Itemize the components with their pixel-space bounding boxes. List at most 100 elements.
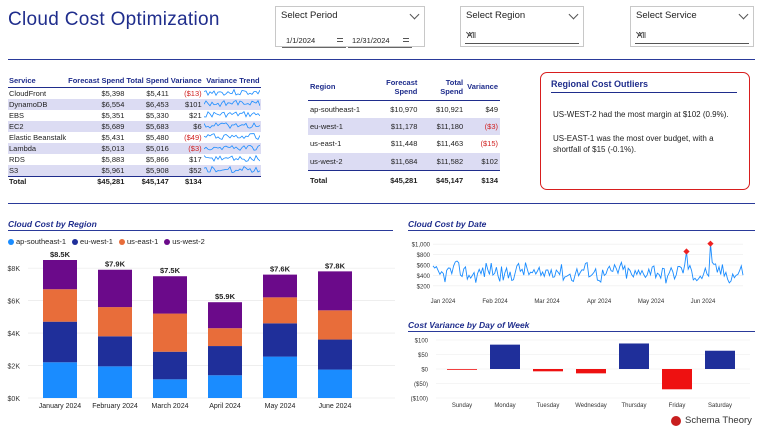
table-row[interactable]: eu-west-1 $11,178 $11,180 ($3) bbox=[308, 117, 500, 135]
legend-item[interactable]: eu-west-1 bbox=[72, 237, 113, 246]
column-header[interactable]: Total Spend bbox=[419, 74, 466, 101]
column-header[interactable]: Service bbox=[8, 74, 68, 88]
bar-segment-eu-west-1[interactable] bbox=[98, 336, 132, 367]
variance-bar[interactable] bbox=[619, 343, 649, 369]
service-dropdown[interactable]: All bbox=[635, 28, 749, 44]
period-slicer[interactable]: Select Period 1/1/2024 12/31/2024 bbox=[275, 6, 425, 48]
variance-sparkline bbox=[203, 144, 260, 151]
bar-segment-ap-southeast-1[interactable] bbox=[98, 366, 132, 398]
anomaly-marker[interactable] bbox=[707, 240, 714, 247]
region-dropdown[interactable]: All bbox=[465, 28, 579, 44]
region-slicer[interactable]: Select Region All bbox=[460, 6, 584, 47]
table-cell: $5,480 bbox=[145, 132, 169, 142]
y-tick-label: $50 bbox=[418, 353, 429, 359]
bar-segment-us-west-2[interactable] bbox=[43, 260, 77, 290]
variance-bar[interactable] bbox=[447, 369, 477, 370]
legend-item[interactable]: us-east-1 bbox=[118, 237, 159, 246]
column-header[interactable]: Variance Trend bbox=[202, 74, 261, 88]
region-chart-title: Cloud Cost by Region bbox=[8, 219, 97, 229]
bar-segment-us-east-1[interactable] bbox=[263, 297, 297, 324]
anomaly-marker[interactable] bbox=[683, 248, 690, 255]
column-header[interactable]: Region bbox=[308, 74, 364, 101]
calendar-icon[interactable] bbox=[403, 38, 409, 42]
end-date-input[interactable]: 12/31/2024 bbox=[348, 33, 412, 48]
x-tick-label: May 2024 bbox=[265, 403, 296, 410]
calendar-icon[interactable] bbox=[337, 38, 343, 42]
table-cell: $10,970 bbox=[390, 104, 418, 114]
bar-segment-eu-west-1[interactable] bbox=[263, 323, 297, 357]
legend-label: us-east-1 bbox=[126, 237, 159, 246]
column-header[interactable]: Variance bbox=[169, 74, 203, 88]
bar-segment-ap-southeast-1[interactable] bbox=[318, 369, 352, 398]
x-tick-label: Jun 2024 bbox=[691, 299, 716, 305]
table-row[interactable]: Lambda $5,013 $5,016 ($3) bbox=[8, 142, 261, 154]
total-cell: Total bbox=[8, 175, 68, 187]
variance-bar[interactable] bbox=[533, 369, 563, 372]
bar-segment-us-east-1[interactable] bbox=[153, 313, 187, 352]
bar-segment-eu-west-1[interactable] bbox=[43, 321, 77, 363]
column-header[interactable]: Variance bbox=[465, 74, 500, 101]
chevron-down-icon[interactable] bbox=[738, 9, 749, 20]
table-cell: $52 bbox=[169, 164, 203, 176]
x-tick-label: Saturday bbox=[708, 403, 732, 409]
table-cell: $5,689 bbox=[67, 120, 126, 132]
total-cell: $45,281 bbox=[67, 175, 126, 187]
table-row[interactable]: us-west-2 $11,684 $11,582 $102 bbox=[308, 152, 500, 170]
brand-logo[interactable]: Schema Theory bbox=[671, 415, 752, 426]
bar-segment-eu-west-1[interactable] bbox=[318, 339, 352, 370]
table-row[interactable]: us-east-1 $11,448 $11,463 ($15) bbox=[308, 135, 500, 153]
bar-segment-eu-west-1[interactable] bbox=[208, 346, 242, 376]
start-date-input[interactable]: 1/1/2024 bbox=[282, 33, 346, 48]
bar-segment-us-east-1[interactable] bbox=[43, 289, 77, 322]
table-cell: us-west-2 bbox=[308, 152, 364, 170]
x-tick-label: Wednesday bbox=[575, 403, 607, 409]
chevron-down-icon[interactable] bbox=[409, 9, 420, 20]
legend-item[interactable]: us-west-2 bbox=[164, 237, 205, 246]
bar-segment-us-west-2[interactable] bbox=[318, 271, 352, 311]
column-header[interactable]: Forecast Spend bbox=[67, 74, 126, 88]
variance-bar[interactable] bbox=[490, 344, 520, 369]
legend-item[interactable]: ap-southeast-1 bbox=[8, 237, 66, 246]
column-header[interactable]: Total Spend bbox=[125, 74, 170, 88]
table-row[interactable]: EBS $5,351 $5,330 $21 bbox=[8, 110, 261, 121]
bar-segment-ap-southeast-1[interactable] bbox=[43, 362, 77, 398]
region-dropdown-value: All bbox=[467, 31, 476, 40]
service-slicer[interactable]: Select Service All bbox=[630, 6, 754, 47]
column-header[interactable]: Forecast Spend bbox=[363, 74, 420, 101]
date-chart-title: Cloud Cost by Date bbox=[408, 219, 487, 229]
y-tick-label: ($100) bbox=[411, 397, 428, 403]
bar-segment-us-east-1[interactable] bbox=[98, 307, 132, 337]
bar-segment-eu-west-1[interactable] bbox=[153, 351, 187, 380]
bar-segment-us-west-2[interactable] bbox=[208, 302, 242, 329]
bar-segment-us-west-2[interactable] bbox=[98, 269, 132, 308]
variance-bar[interactable] bbox=[705, 350, 735, 369]
table-row[interactable]: EC2 $5,689 $5,683 $6 bbox=[8, 120, 261, 132]
table-row[interactable]: ap-southeast-1 $10,970 $10,921 $49 bbox=[308, 100, 500, 118]
sparkline-cell bbox=[203, 87, 261, 99]
cost-line[interactable] bbox=[432, 243, 744, 284]
bar-segment-ap-southeast-1[interactable] bbox=[153, 379, 187, 398]
total-cell: $134 bbox=[169, 175, 203, 187]
variance-bar[interactable] bbox=[576, 369, 606, 374]
table-row[interactable]: CloudFront $5,398 $5,411 ($13) bbox=[8, 87, 261, 99]
table-cell: $5,961 bbox=[67, 164, 126, 176]
bar-segment-us-west-2[interactable] bbox=[153, 276, 187, 314]
bar-total-label: $8.5K bbox=[50, 250, 71, 259]
table-row[interactable]: S3 $5,961 $5,908 $52 bbox=[8, 164, 261, 176]
region-chart-legend: ap-southeast-1 eu-west-1 us-east-1 us-we… bbox=[8, 237, 205, 246]
sparkline-path bbox=[203, 132, 260, 140]
table-row[interactable]: RDS $5,883 $5,866 $17 bbox=[8, 154, 261, 165]
bar-segment-ap-southeast-1[interactable] bbox=[263, 356, 297, 398]
table-row[interactable]: Elastic Beanstalk $5,431 $5,480 ($49) bbox=[8, 132, 261, 143]
page-title: Cloud Cost Optimization bbox=[8, 9, 220, 30]
table-cell: $5,398 bbox=[101, 88, 125, 98]
bar-segment-us-west-2[interactable] bbox=[263, 274, 297, 298]
x-tick-label: Apr 2024 bbox=[587, 299, 612, 305]
chevron-down-icon[interactable] bbox=[568, 9, 579, 20]
variance-bar[interactable] bbox=[662, 369, 692, 390]
bar-segment-ap-southeast-1[interactable] bbox=[208, 375, 242, 398]
table-row[interactable]: DynamoDB $6,554 $6,453 $101 bbox=[8, 98, 261, 110]
bar-segment-us-east-1[interactable] bbox=[208, 328, 242, 347]
table-cell: CloudFront bbox=[9, 88, 47, 98]
bar-segment-us-east-1[interactable] bbox=[318, 310, 352, 340]
